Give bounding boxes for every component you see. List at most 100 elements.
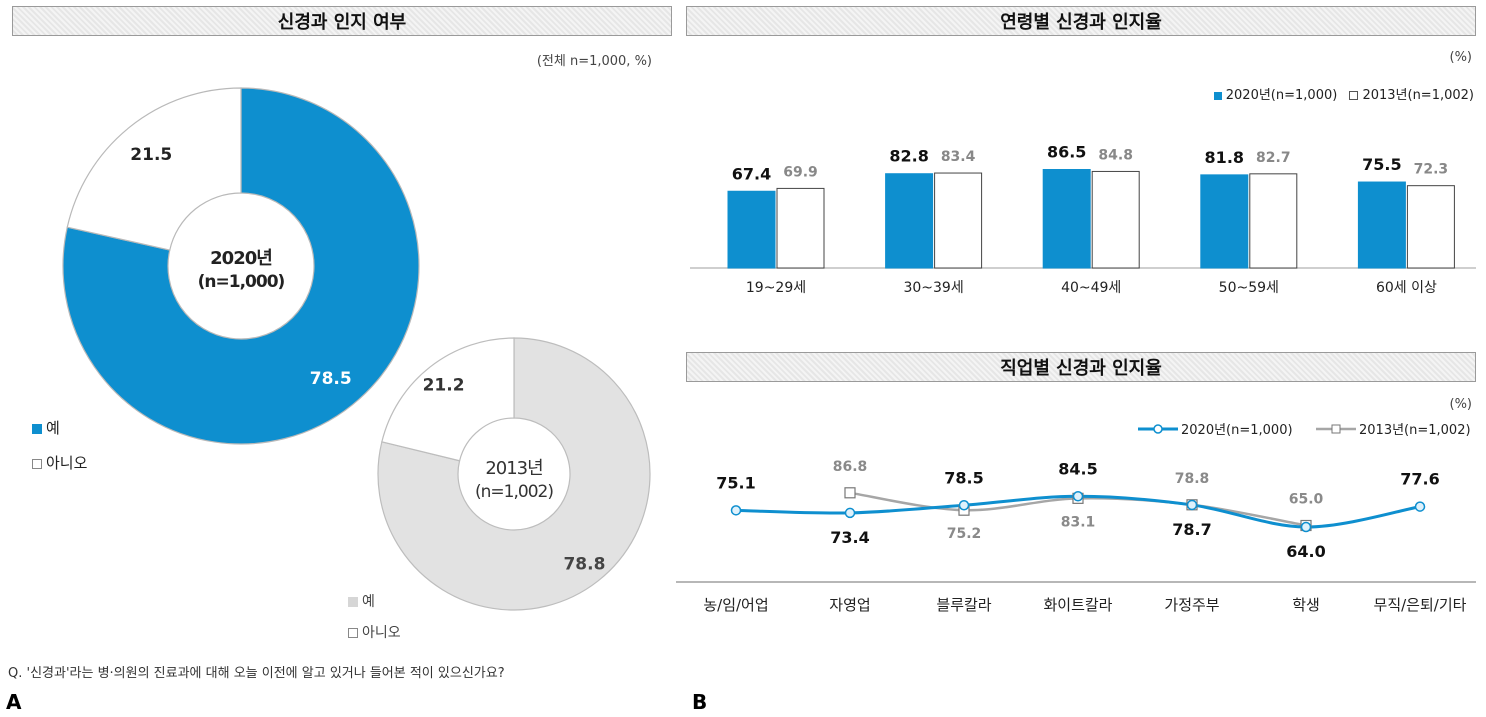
donut-2020: 78.5 21.5 [62,87,420,445]
series-2013-label-2: 75.2 [947,526,982,542]
legend-swatch-white-2013 [348,628,358,638]
bar-2013-4 [1406,185,1455,269]
bar-label-2020-2: 86.5 [1047,143,1086,162]
bar-2013-2 [1091,170,1140,269]
job-chart-title: 직업별 신경과 인지율 [686,352,1476,382]
donut-2020-slice-1 [66,87,242,251]
series-2020-label-6: 77.6 [1400,470,1439,489]
age-legend-2013: 2013년(n=1,002) [1362,88,1474,103]
line-tick-label-6: 무직/은퇴/기타 [1374,596,1467,614]
bar-label-2013-4: 72.3 [1414,162,1449,178]
bar-tick-label-2: 40~49세 [1061,280,1121,296]
series-2020-marker-4 [1186,499,1198,511]
donut-2013-label-0: 78.8 [563,555,605,575]
legend-2013-yes-label: 예 [362,594,375,610]
series-2020-marker-0 [730,505,742,516]
line-tick-label-3: 화이트칼라 [1043,596,1112,614]
donut-2020-label-0: 78.5 [310,369,352,389]
line-tick-label-0: 농/임/어업 [703,596,768,614]
line-tick-label-4: 가정주부 [1164,596,1219,614]
panel-a-note: (전체 n=1,000, %) [536,54,652,69]
series-2020-marker-3 [1072,491,1084,502]
age-chart-unit: (%) [1449,50,1473,65]
donut-2013-center-line2: (n=1,002) [475,482,554,502]
series-2020-label-1: 73.4 [830,528,869,547]
age-legend-2020: 2020년(n=1,000) [1225,88,1338,103]
survey-question: Q. '신경과'라는 병·의원의 진료과에 대해 오늘 이전에 알고 있거나 들… [8,666,505,681]
panel-a-title: 신경과 인지 여부 [12,6,672,36]
donut-2020-center-line2: (n=1,000) [197,272,286,292]
bar-label-2020-3: 81.8 [1205,148,1244,167]
bar-label-2020-1: 82.8 [889,147,928,166]
bar-2020-1 [885,173,934,269]
bar-tick-label-1: 30~39세 [903,280,963,296]
age-legend: 2020년(n=1,000) 2013년(n=1,002) [1213,84,1474,103]
bar-2020-4 [1357,181,1406,269]
donut-2013-center-line1: 2013년 [485,458,543,479]
legend-2020-no: 아니오 [32,452,87,473]
legend-2013-no-label: 아니오 [362,625,401,641]
series-2013-label-1: 86.8 [833,459,868,475]
line-tick-label-2: 블루칼라 [936,596,991,614]
series-2020-label-4: 78.7 [1172,520,1211,539]
line-tick-label-1: 자영업 [829,596,870,614]
series-2020-marker-6 [1414,501,1426,512]
bar-2020-3 [1200,174,1249,269]
series-2020-label-2: 78.5 [944,468,983,487]
bar-2020-0 [727,190,776,269]
series-2020-marker-1 [844,507,856,519]
legend-marker-2020 [1153,424,1163,434]
bar-2013-3 [1249,173,1298,269]
donut-2013: 78.8 21.2 [377,337,651,611]
series-2013-label-5: 65.0 [1289,492,1324,508]
legend-2020-yes-label: 예 [46,419,60,437]
legend-2020-no-label: 아니오 [46,454,88,472]
series-2020-marker-5 [1300,521,1312,533]
series-2013-label-3: 83.1 [1061,514,1096,530]
legend-2013-yes: 예 [348,591,375,611]
bar-label-2013-2: 84.8 [1098,147,1133,163]
bar-2020-2 [1042,169,1091,269]
bar-label-2013-1: 83.4 [941,149,976,165]
age-bar-chart: 67.4 69.9 19~29세 82.8 83.4 30~39세 86.5 84.8 40~4… [690,143,1476,296]
line-tick-label-5: 학생 [1292,596,1320,614]
legend-marker-2013 [1331,424,1341,434]
bar-label-2013-0: 69.9 [783,164,818,180]
bar-2013-1 [934,172,983,269]
donut-2013-slice-1 [381,337,515,462]
donut-2013-label-1: 21.2 [423,375,465,395]
age-legend-swatch-2020 [1213,92,1222,100]
panel-a-letter: A [6,690,22,714]
panel-b-letter: B [692,690,708,714]
line-legend: 2020년(n=1,000) 2013년(n=1,002) [1138,423,1471,438]
bar-label-2013-3: 82.7 [1256,150,1291,166]
legend-label-2020: 2020년(n=1,000) [1181,423,1293,438]
age-legend-swatch-2013 [1349,91,1359,100]
bar-label-2020-4: 75.5 [1362,155,1401,174]
legend-swatch-white [32,459,42,469]
bar-2013-0 [776,187,825,269]
job-line-chart: 2020년(n=1,000) 2013년(n=1,002) 75.1 73.4 78.5… [676,423,1476,614]
series-2020-marker-2 [958,500,970,511]
series-2020-label-5: 64.0 [1286,542,1325,561]
job-chart-unit: (%) [1449,397,1473,412]
donut-2020-center-line1: 2020년 [210,248,273,269]
series-2020-label-0: 75.1 [716,473,755,492]
legend-swatch-gray [348,597,358,607]
panel-a-donuts: 78.5 21.5 78.8 21.2 [62,87,651,611]
bar-label-2020-0: 67.4 [732,164,771,183]
legend-2020-yes: 예 [32,417,60,438]
bar-tick-label-0: 19~29세 [746,280,806,296]
legend-2013-no: 아니오 [348,622,401,642]
series-2013-marker-1 [844,487,856,499]
legend-label-2013: 2013년(n=1,002) [1359,423,1471,438]
age-chart-title: 연령별 신경과 인지율 [686,6,1476,36]
donut-2013-slice-0 [377,337,651,611]
bar-tick-label-3: 50~59세 [1219,280,1279,296]
donut-2020-label-1: 21.5 [130,145,172,165]
legend-swatch-blue [32,424,42,434]
series-2013-label-4: 78.8 [1175,471,1210,487]
donut-2020-slice-0 [62,87,420,445]
bar-tick-label-4: 60세 이상 [1376,280,1437,296]
series-2020-label-3: 84.5 [1058,459,1097,478]
